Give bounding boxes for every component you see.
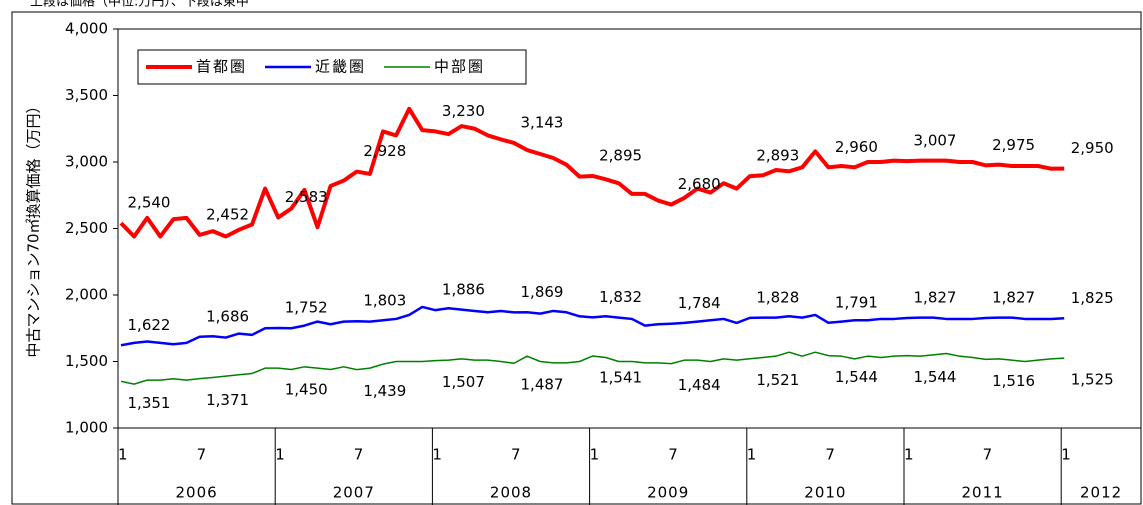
data-label: 1,487 — [521, 376, 564, 394]
legend-label: 中部圏 — [434, 58, 485, 76]
legend-label: 首都圏 — [196, 58, 247, 76]
data-label: 1,886 — [442, 281, 485, 299]
year-label: 2009 — [647, 484, 689, 502]
data-label: 1,516 — [992, 372, 1035, 390]
y-tick-label: 2,500 — [65, 219, 108, 237]
data-label: 2,680 — [678, 175, 721, 193]
series-line — [120, 351, 1065, 385]
data-label: 3,007 — [914, 132, 957, 150]
year-label: 2006 — [176, 484, 218, 502]
data-label: 2,895 — [599, 146, 642, 164]
x-tick-label: 7 — [354, 446, 364, 464]
series-line — [120, 305, 1065, 347]
year-label: 2012 — [1080, 484, 1122, 502]
year-label: 2007 — [333, 484, 375, 502]
data-label: 2,583 — [285, 188, 328, 206]
data-label: 1,351 — [128, 394, 171, 412]
data-label: 1,752 — [285, 298, 328, 316]
data-label: 1,507 — [442, 373, 485, 391]
x-tick-label: 1 — [747, 446, 757, 464]
data-label: 1,686 — [206, 307, 249, 325]
x-tick-label: 1 — [118, 446, 128, 464]
data-label: 1,521 — [756, 371, 799, 389]
year-label: 2011 — [962, 484, 1004, 502]
data-label: 1,544 — [835, 368, 878, 386]
data-label: 1,484 — [678, 376, 721, 394]
y-tick-label: 2,000 — [65, 286, 108, 304]
data-label: 1,828 — [756, 288, 799, 306]
x-tick-label: 7 — [511, 446, 521, 464]
y-tick-label: 4,000 — [65, 20, 108, 38]
data-label: 1,803 — [363, 292, 406, 310]
data-label: 3,230 — [442, 102, 485, 120]
data-label: 2,540 — [128, 194, 171, 212]
data-label: 2,928 — [363, 142, 406, 160]
data-label: 2,893 — [756, 147, 799, 165]
data-label: 2,950 — [1071, 139, 1114, 157]
year-label: 2008 — [490, 484, 532, 502]
data-label: 2,452 — [206, 205, 249, 223]
x-tick-label: 7 — [983, 446, 993, 464]
y-tick-label: 3,000 — [65, 153, 108, 171]
x-tick-label: 1 — [1061, 446, 1071, 464]
data-label: 3,143 — [521, 113, 564, 131]
x-tick-label: 1 — [432, 446, 442, 464]
y-tick-label: 1,000 — [65, 419, 108, 437]
x-tick-label: 1 — [904, 446, 914, 464]
y-tick-label: 3,500 — [65, 86, 108, 104]
year-label: 2010 — [804, 484, 846, 502]
x-tick-label: 7 — [197, 446, 207, 464]
x-tick-label: 7 — [825, 446, 835, 464]
y-axis-label: 中古マンション70㎡換算価格（万円） — [25, 98, 43, 357]
data-label: 1,622 — [128, 316, 171, 334]
data-label: 2,960 — [835, 138, 878, 156]
x-tick-label: 1 — [590, 446, 600, 464]
data-label: 1,832 — [599, 288, 642, 306]
data-label: 2,975 — [992, 136, 1035, 154]
x-tick-label: 7 — [668, 446, 678, 464]
data-label: 1,825 — [1071, 289, 1114, 307]
data-label: 1,544 — [914, 368, 957, 386]
data-label: 1,450 — [285, 381, 328, 399]
data-label: 1,784 — [678, 294, 721, 312]
data-label: 1,541 — [599, 369, 642, 387]
data-label: 1,791 — [835, 293, 878, 311]
chart-subtitle: 上段は価格（中位:万円）、下段は東中 — [30, 0, 249, 10]
data-label: 1,827 — [992, 289, 1035, 307]
legend-label: 近畿圏 — [315, 58, 366, 76]
legend-box — [137, 49, 527, 85]
x-tick-label: 1 — [275, 446, 285, 464]
y-tick-label: 1,500 — [65, 352, 108, 370]
data-label: 1,525 — [1071, 371, 1114, 389]
series-line — [119, 106, 1065, 239]
data-label: 1,869 — [521, 283, 564, 301]
data-label: 1,371 — [206, 391, 249, 409]
data-label: 1,439 — [363, 382, 406, 400]
data-label: 1,827 — [914, 289, 957, 307]
